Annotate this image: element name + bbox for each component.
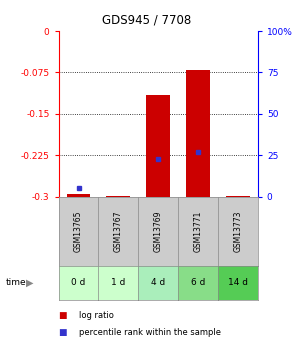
Bar [106, 196, 130, 197]
Bar [146, 95, 170, 197]
Text: 0 d: 0 d [71, 278, 86, 287]
Text: GDS945 / 7708: GDS945 / 7708 [102, 14, 191, 27]
Bar [226, 196, 250, 197]
Text: ■: ■ [59, 328, 67, 337]
Text: ■: ■ [59, 311, 67, 320]
Bar [67, 194, 91, 197]
Text: GSM13767: GSM13767 [114, 210, 123, 252]
Text: log ratio: log ratio [79, 311, 114, 320]
Text: 14 d: 14 d [228, 278, 248, 287]
Text: 6 d: 6 d [191, 278, 205, 287]
Bar [186, 70, 210, 197]
Text: time: time [6, 278, 26, 287]
Text: GSM13771: GSM13771 [194, 210, 202, 252]
Text: 4 d: 4 d [151, 278, 165, 287]
Text: GSM13765: GSM13765 [74, 210, 83, 252]
Text: GSM13769: GSM13769 [154, 210, 163, 252]
Text: GSM13773: GSM13773 [234, 210, 242, 252]
Text: 1 d: 1 d [111, 278, 126, 287]
Text: ▶: ▶ [25, 278, 33, 288]
Text: percentile rank within the sample: percentile rank within the sample [79, 328, 221, 337]
